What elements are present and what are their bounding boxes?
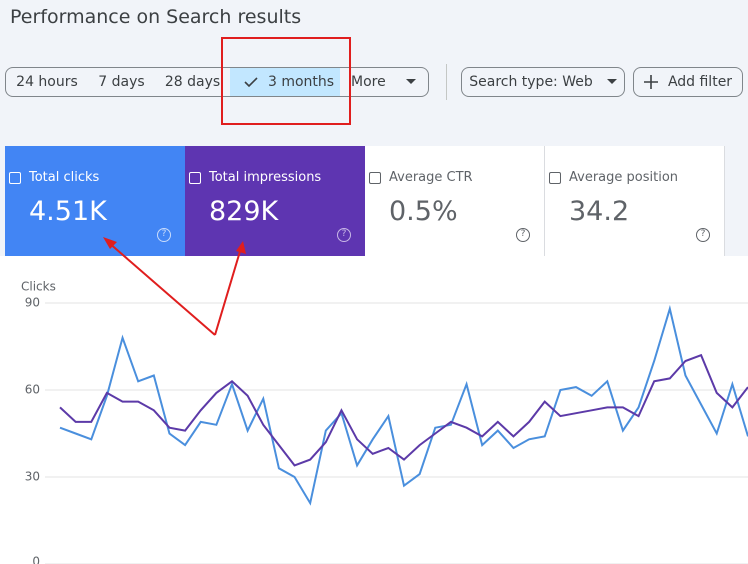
metric-label: Total clicks bbox=[9, 170, 100, 185]
y-axis-label: Clicks bbox=[21, 280, 56, 294]
metric-label: Average position bbox=[549, 170, 679, 185]
metric-value: 4.51K bbox=[29, 196, 107, 227]
help-icon[interactable]: ? bbox=[696, 228, 710, 242]
search-type-button[interactable]: Search type: Web bbox=[461, 67, 625, 97]
metric-value: 34.2 bbox=[569, 196, 630, 227]
metric-card[interactable]: Total impressions 829K ? bbox=[185, 146, 365, 256]
y-tick-label: 60 bbox=[25, 383, 40, 397]
annotations bbox=[103, 37, 351, 336]
line-series bbox=[59, 304, 748, 506]
metric-label-text: Total impressions bbox=[209, 170, 322, 185]
metric-value: 829K bbox=[209, 196, 279, 227]
arrow bbox=[107, 241, 216, 336]
page-title: Performance on Search results bbox=[10, 6, 302, 28]
check-icon bbox=[244, 77, 258, 88]
y-tick-label: 90 bbox=[25, 296, 40, 310]
metric-card[interactable]: Total clicks 4.51K ? bbox=[5, 146, 185, 256]
date-button[interactable]: 28 days bbox=[155, 67, 231, 97]
metric-label-text: Total clicks bbox=[29, 170, 100, 185]
arrow bbox=[214, 247, 242, 336]
metric-card[interactable]: Average position 34.2 ? bbox=[545, 146, 725, 256]
dropdown-icon bbox=[606, 79, 617, 84]
help-icon[interactable]: ? bbox=[516, 228, 530, 242]
y-tick-label: 0 bbox=[32, 555, 40, 564]
metric-label-text: Average position bbox=[569, 170, 679, 185]
plus-icon bbox=[643, 75, 658, 89]
filter-label: Add filter bbox=[667, 74, 733, 90]
help-icon[interactable]: ? bbox=[157, 228, 171, 242]
checkbox bbox=[9, 172, 21, 184]
separator bbox=[446, 64, 447, 100]
line-series bbox=[59, 353, 748, 467]
metric-label-text: Average CTR bbox=[389, 170, 473, 185]
metric-label: Total impressions bbox=[189, 170, 322, 185]
metric-label: Average CTR bbox=[369, 170, 473, 185]
help-icon[interactable]: ? bbox=[337, 228, 351, 242]
filter-label: Search type: Web bbox=[469, 74, 593, 90]
more-button[interactable]: More bbox=[340, 67, 429, 97]
highlight-box bbox=[221, 37, 351, 125]
date-button-label: 3 months bbox=[268, 74, 335, 90]
checkbox bbox=[369, 172, 381, 184]
y-tick-label: 30 bbox=[25, 470, 40, 484]
metric-value: 0.5% bbox=[389, 196, 458, 227]
add-filter-button[interactable]: Add filter bbox=[633, 67, 743, 97]
date-button[interactable]: 7 days bbox=[88, 67, 156, 97]
arrow-head bbox=[236, 241, 246, 254]
more-label: More bbox=[351, 74, 386, 90]
checkbox bbox=[189, 172, 201, 184]
date-button[interactable]: 24 hours bbox=[5, 67, 89, 97]
metric-card[interactable]: Average CTR 0.5% ? bbox=[365, 146, 545, 256]
date-button-selected[interactable]: 3 months bbox=[230, 67, 341, 97]
arrow-head bbox=[103, 237, 117, 249]
dropdown-icon bbox=[405, 79, 416, 84]
checkbox bbox=[549, 172, 561, 184]
